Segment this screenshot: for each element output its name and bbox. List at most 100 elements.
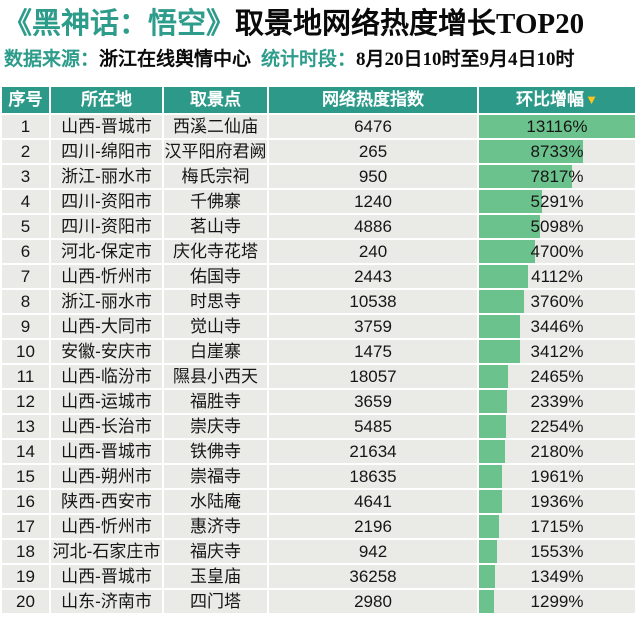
growth-cell: 2465% xyxy=(479,365,635,388)
growth-cell: 2339% xyxy=(479,390,635,413)
location-cell: 河北-保定市 xyxy=(51,240,162,263)
growth-bar xyxy=(479,265,528,288)
header-heat-index: 网络热度指数 xyxy=(269,87,477,113)
location-cell: 山西-忻州市 xyxy=(51,515,162,538)
heat-index-cell: 265 xyxy=(269,140,477,163)
growth-cell: 13116% xyxy=(479,115,635,138)
location-cell: 河北-石家庄市 xyxy=(51,540,162,563)
growth-label: 3412% xyxy=(530,342,584,361)
spot-cell: 西溪二仙庙 xyxy=(164,115,267,138)
heat-index-cell: 950 xyxy=(269,165,477,188)
page-title: 《黑神话：悟空》取景地网络热度增长TOP20 xyxy=(3,5,635,44)
rank-cell: 18 xyxy=(2,540,49,563)
spot-cell: 惠济寺 xyxy=(164,515,267,538)
growth-label: 3760% xyxy=(530,292,584,311)
heat-index-cell: 4641 xyxy=(269,490,477,513)
spot-cell: 四门塔 xyxy=(164,590,267,613)
growth-bar xyxy=(479,340,520,363)
table-row: 5 四川-资阳市 茗山寺 4886 5098% xyxy=(2,215,635,238)
growth-bar xyxy=(479,415,506,438)
heat-index-cell: 942 xyxy=(269,540,477,563)
growth-bar xyxy=(479,190,542,213)
growth-cell: 1349% xyxy=(479,565,635,588)
table-body: 1 山西-晋城市 西溪二仙庙 6476 13116% 2 四川-绵阳市 汉平阳府君阙 265 87… xyxy=(2,115,635,613)
location-cell: 山西-晋城市 xyxy=(51,115,162,138)
location-cell: 山西-大同市 xyxy=(51,315,162,338)
growth-bar xyxy=(479,565,496,588)
location-cell: 山西-朔州市 xyxy=(51,465,162,488)
growth-label: 8733% xyxy=(530,142,584,161)
heat-index-cell: 36258 xyxy=(269,565,477,588)
growth-cell: 3412% xyxy=(479,340,635,363)
growth-bar xyxy=(479,540,498,563)
spot-cell: 庆化寺花塔 xyxy=(164,240,267,263)
spot-cell: 玉皇庙 xyxy=(164,565,267,588)
spot-cell: 梅氏宗祠 xyxy=(164,165,267,188)
spot-cell: 白崖寨 xyxy=(164,340,267,363)
location-cell: 山西-晋城市 xyxy=(51,440,162,463)
heat-index-cell: 5485 xyxy=(269,415,477,438)
growth-cell: 1299% xyxy=(479,590,635,613)
spot-cell: 佑国寺 xyxy=(164,265,267,288)
growth-label: 1936% xyxy=(530,492,584,511)
table-row: 3 浙江-丽水市 梅氏宗祠 950 7817% xyxy=(2,165,635,188)
growth-cell: 5098% xyxy=(479,215,635,238)
growth-cell: 7817% xyxy=(479,165,635,188)
growth-label: 1715% xyxy=(530,517,584,536)
heat-index-cell: 21634 xyxy=(269,440,477,463)
growth-label: 13116% xyxy=(526,117,588,136)
rank-cell: 4 xyxy=(2,190,49,213)
growth-bar xyxy=(479,240,535,263)
spot-cell: 崇福寺 xyxy=(164,465,267,488)
heat-index-cell: 2196 xyxy=(269,515,477,538)
growth-bar xyxy=(479,215,540,238)
location-cell: 安徽-安庆市 xyxy=(51,340,162,363)
spot-cell: 铁佛寺 xyxy=(164,440,267,463)
location-cell: 山西-晋城市 xyxy=(51,565,162,588)
rank-cell: 6 xyxy=(2,240,49,263)
sort-desc-icon: ▼ xyxy=(585,92,598,107)
location-cell: 浙江-丽水市 xyxy=(51,165,162,188)
growth-cell: 4700% xyxy=(479,240,635,263)
spot-cell: 隰县小西天 xyxy=(164,365,267,388)
growth-label: 1299% xyxy=(530,592,584,611)
title-main: 取景地网络热度增长TOP20 xyxy=(235,8,585,40)
growth-label: 1961% xyxy=(530,467,584,486)
period-label: 统计时段： xyxy=(261,49,357,70)
table-row: 7 山西-忻州市 佑国寺 2443 4112% xyxy=(2,265,635,288)
spot-cell: 水陆庵 xyxy=(164,490,267,513)
infographic-page: 《黑神话：悟空》取景地网络热度增长TOP20 数据来源：浙江在线舆情中心 统计时段… xyxy=(0,5,635,621)
location-cell: 山西-运城市 xyxy=(51,390,162,413)
growth-cell: 1936% xyxy=(479,490,635,513)
heat-index-cell: 1475 xyxy=(269,340,477,363)
location-cell: 山西-临汾市 xyxy=(51,365,162,388)
location-cell: 浙江-丽水市 xyxy=(51,290,162,313)
growth-label: 3446% xyxy=(530,317,584,336)
heat-index-cell: 3759 xyxy=(269,315,477,338)
rank-cell: 15 xyxy=(2,465,49,488)
growth-bar xyxy=(479,290,524,313)
growth-label: 2254% xyxy=(530,417,584,436)
heat-index-cell: 3659 xyxy=(269,390,477,413)
table-row: 9 山西-大同市 觉山寺 3759 3446% xyxy=(2,315,635,338)
rank-cell: 2 xyxy=(2,140,49,163)
table-row: 19 山西-晋城市 玉皇庙 36258 1349% xyxy=(2,565,635,588)
location-cell: 四川-绵阳市 xyxy=(51,140,162,163)
growth-cell: 2180% xyxy=(479,440,635,463)
spot-cell: 福庆寺 xyxy=(164,540,267,563)
table-row: 2 四川-绵阳市 汉平阳府君阙 265 8733% xyxy=(2,140,635,163)
growth-label: 2180% xyxy=(530,442,584,461)
meta-line: 数据来源：浙江在线舆情中心 统计时段：8月20日10时至9月4日10时 xyxy=(4,47,635,73)
header-spot: 取景点 xyxy=(164,87,267,113)
heat-index-cell: 1240 xyxy=(269,190,477,213)
spot-cell: 汉平阳府君阙 xyxy=(164,140,267,163)
location-cell: 四川-资阳市 xyxy=(51,190,162,213)
spot-cell: 茗山寺 xyxy=(164,215,267,238)
table-row: 4 四川-资阳市 千佛寨 1240 5291% xyxy=(2,190,635,213)
heat-index-cell: 18057 xyxy=(269,365,477,388)
growth-label: 2339% xyxy=(530,392,584,411)
period-value: 8月20日10时至9月4日10时 xyxy=(356,49,575,70)
table-row: 17 山西-忻州市 惠济寺 2196 1715% xyxy=(2,515,635,538)
location-cell: 四川-资阳市 xyxy=(51,215,162,238)
table-row: 18 河北-石家庄市 福庆寺 942 1553% xyxy=(2,540,635,563)
